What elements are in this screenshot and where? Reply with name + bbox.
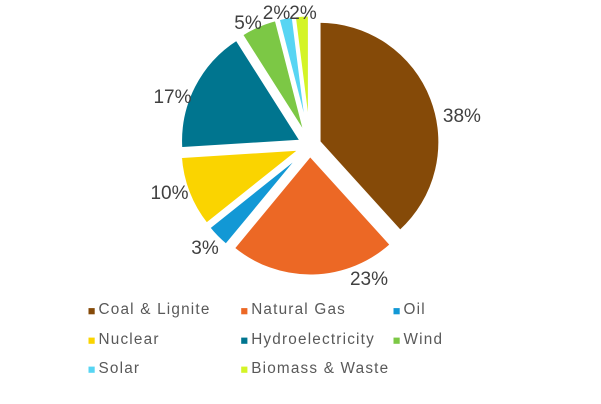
svg-text:2%: 2% [263,3,291,24]
svg-text:5%: 5% [234,13,262,34]
svg-text:Wind: Wind [404,331,444,348]
svg-text:Hydroelectricity: Hydroelectricity [251,331,375,348]
svg-text:Coal & Lignite: Coal & Lignite [99,301,211,318]
svg-text:23%: 23% [350,269,388,290]
svg-text:17%: 17% [153,87,191,108]
svg-text:3%: 3% [191,238,219,259]
svg-text:Natural Gas: Natural Gas [251,301,346,318]
svg-text:Solar: Solar [99,360,141,377]
svg-text:Nuclear: Nuclear [99,331,160,348]
svg-text:2%: 2% [289,3,317,24]
svg-text:38%: 38% [443,106,481,127]
svg-text:Biomass & Waste: Biomass & Waste [251,360,389,377]
svg-text:10%: 10% [150,183,188,204]
svg-text:Oil: Oil [404,301,426,318]
